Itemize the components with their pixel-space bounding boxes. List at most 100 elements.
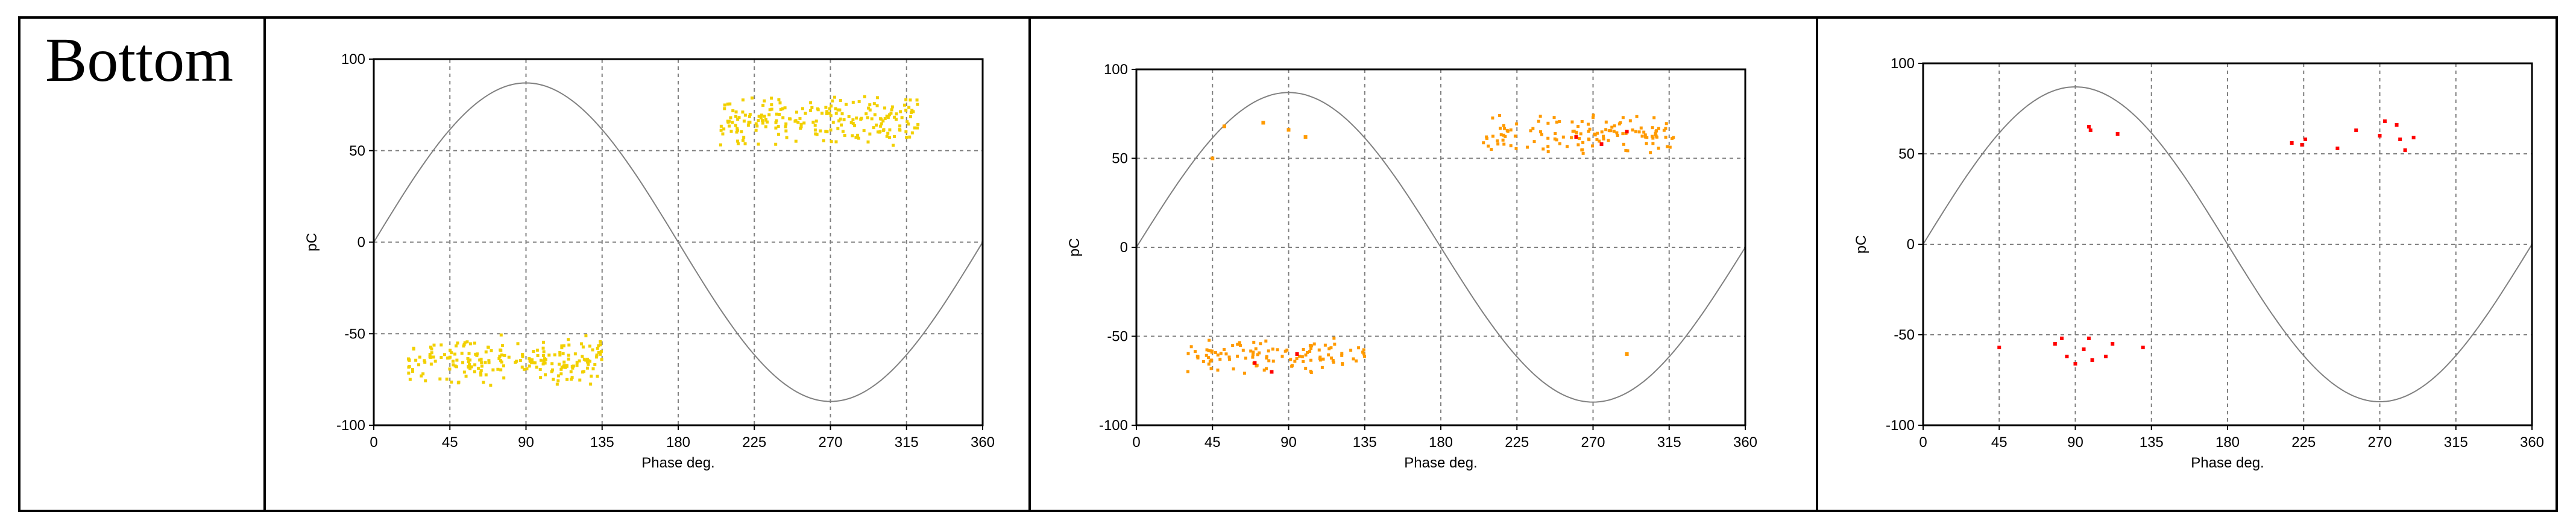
- data-point: [487, 346, 490, 349]
- data-point: [1496, 139, 1499, 143]
- data-point: [1196, 355, 1200, 359]
- data-point: [1625, 130, 1629, 134]
- data-point: [455, 358, 459, 362]
- data-point: [1318, 355, 1322, 359]
- data-point: [886, 131, 890, 135]
- data-point: [408, 365, 411, 369]
- data-point: [892, 144, 895, 147]
- data-point: [411, 369, 415, 373]
- data-point: [767, 113, 771, 116]
- data-point: [516, 342, 520, 346]
- data-point: [489, 384, 493, 387]
- data-point: [825, 112, 829, 116]
- data-point: [1341, 362, 1344, 366]
- data-point: [538, 367, 542, 371]
- data-point: [480, 364, 483, 368]
- data-point: [1321, 357, 1325, 361]
- data-point: [735, 127, 739, 130]
- data-point: [770, 107, 773, 111]
- data-point: [916, 122, 920, 126]
- data-point: [418, 355, 421, 359]
- y-tick-label: -50: [344, 326, 365, 342]
- data-point: [837, 119, 841, 122]
- data-point: [1498, 113, 1502, 117]
- data-point: [541, 353, 545, 357]
- data-point: [429, 363, 433, 366]
- data-point: [1205, 353, 1208, 357]
- data-point: [539, 376, 543, 379]
- data-point: [1349, 349, 1353, 352]
- data-point: [468, 342, 472, 346]
- data-point: [1218, 358, 1222, 361]
- data-point: [828, 112, 831, 115]
- data-point: [863, 95, 866, 98]
- data-point: [1576, 125, 1580, 128]
- data-point: [1241, 349, 1245, 352]
- data-point: [1622, 142, 1625, 146]
- data-point: [474, 352, 477, 356]
- data-point: [829, 128, 833, 131]
- data-point: [722, 127, 726, 131]
- data-point: [1514, 147, 1518, 150]
- data-point: [1331, 359, 1335, 363]
- data-point: [1186, 370, 1189, 373]
- y-tick-label: 100: [1104, 62, 1128, 78]
- data-point: [1546, 121, 1550, 125]
- data-point: [1555, 138, 1558, 142]
- data-point: [1604, 128, 1608, 131]
- data-point: [1503, 127, 1507, 130]
- data-point: [1332, 337, 1336, 340]
- data-point: [1210, 350, 1214, 354]
- data-point: [824, 106, 828, 109]
- data-point: [1502, 142, 1506, 146]
- data-point: [596, 375, 599, 378]
- reference-sine-line: [1923, 86, 2533, 403]
- data-point: [2141, 346, 2145, 349]
- data-point: [1525, 145, 1529, 149]
- y-axis-label: pC: [1853, 235, 1869, 254]
- data-point: [1499, 133, 1503, 136]
- data-point: [904, 98, 908, 101]
- data-point: [781, 107, 784, 110]
- y-axis-label: pC: [1066, 238, 1083, 257]
- data-point: [420, 374, 423, 378]
- data-point: [457, 381, 461, 384]
- y-tick-label: 0: [1120, 239, 1128, 256]
- data-point: [880, 122, 883, 125]
- data-point: [809, 101, 813, 104]
- x-tick-label: 0: [1132, 434, 1140, 451]
- x-tick-label: 180: [1429, 434, 1453, 451]
- data-point: [1236, 343, 1239, 346]
- data-point: [467, 352, 471, 355]
- data-point: [502, 376, 506, 380]
- data-point: [498, 354, 502, 358]
- data-point: [1252, 350, 1255, 354]
- data-point: [781, 116, 785, 119]
- data-point: [1340, 353, 1344, 357]
- data-point: [491, 368, 495, 372]
- data-point: [2300, 143, 2304, 147]
- data-point: [1657, 127, 1660, 130]
- data-point: [728, 102, 732, 106]
- data-point: [467, 360, 470, 364]
- data-point: [802, 121, 806, 125]
- data-point: [1242, 372, 1246, 375]
- data-point: [2053, 342, 2057, 346]
- data-point: [734, 115, 738, 118]
- data-point: [916, 126, 919, 130]
- data-point: [1596, 131, 1599, 135]
- data-point: [1208, 338, 1211, 342]
- data-point: [523, 367, 526, 371]
- data-point: [1651, 142, 1655, 145]
- data-point: [467, 366, 470, 369]
- data-point: [542, 360, 546, 363]
- data-point: [799, 125, 803, 128]
- data-point: [1214, 350, 1217, 354]
- data-point: [729, 130, 733, 133]
- data-point: [1581, 141, 1585, 144]
- data-point: [820, 112, 824, 115]
- data-point: [453, 364, 457, 368]
- data-point: [875, 104, 879, 107]
- x-tick-label: 315: [895, 434, 919, 451]
- data-point: [507, 355, 511, 359]
